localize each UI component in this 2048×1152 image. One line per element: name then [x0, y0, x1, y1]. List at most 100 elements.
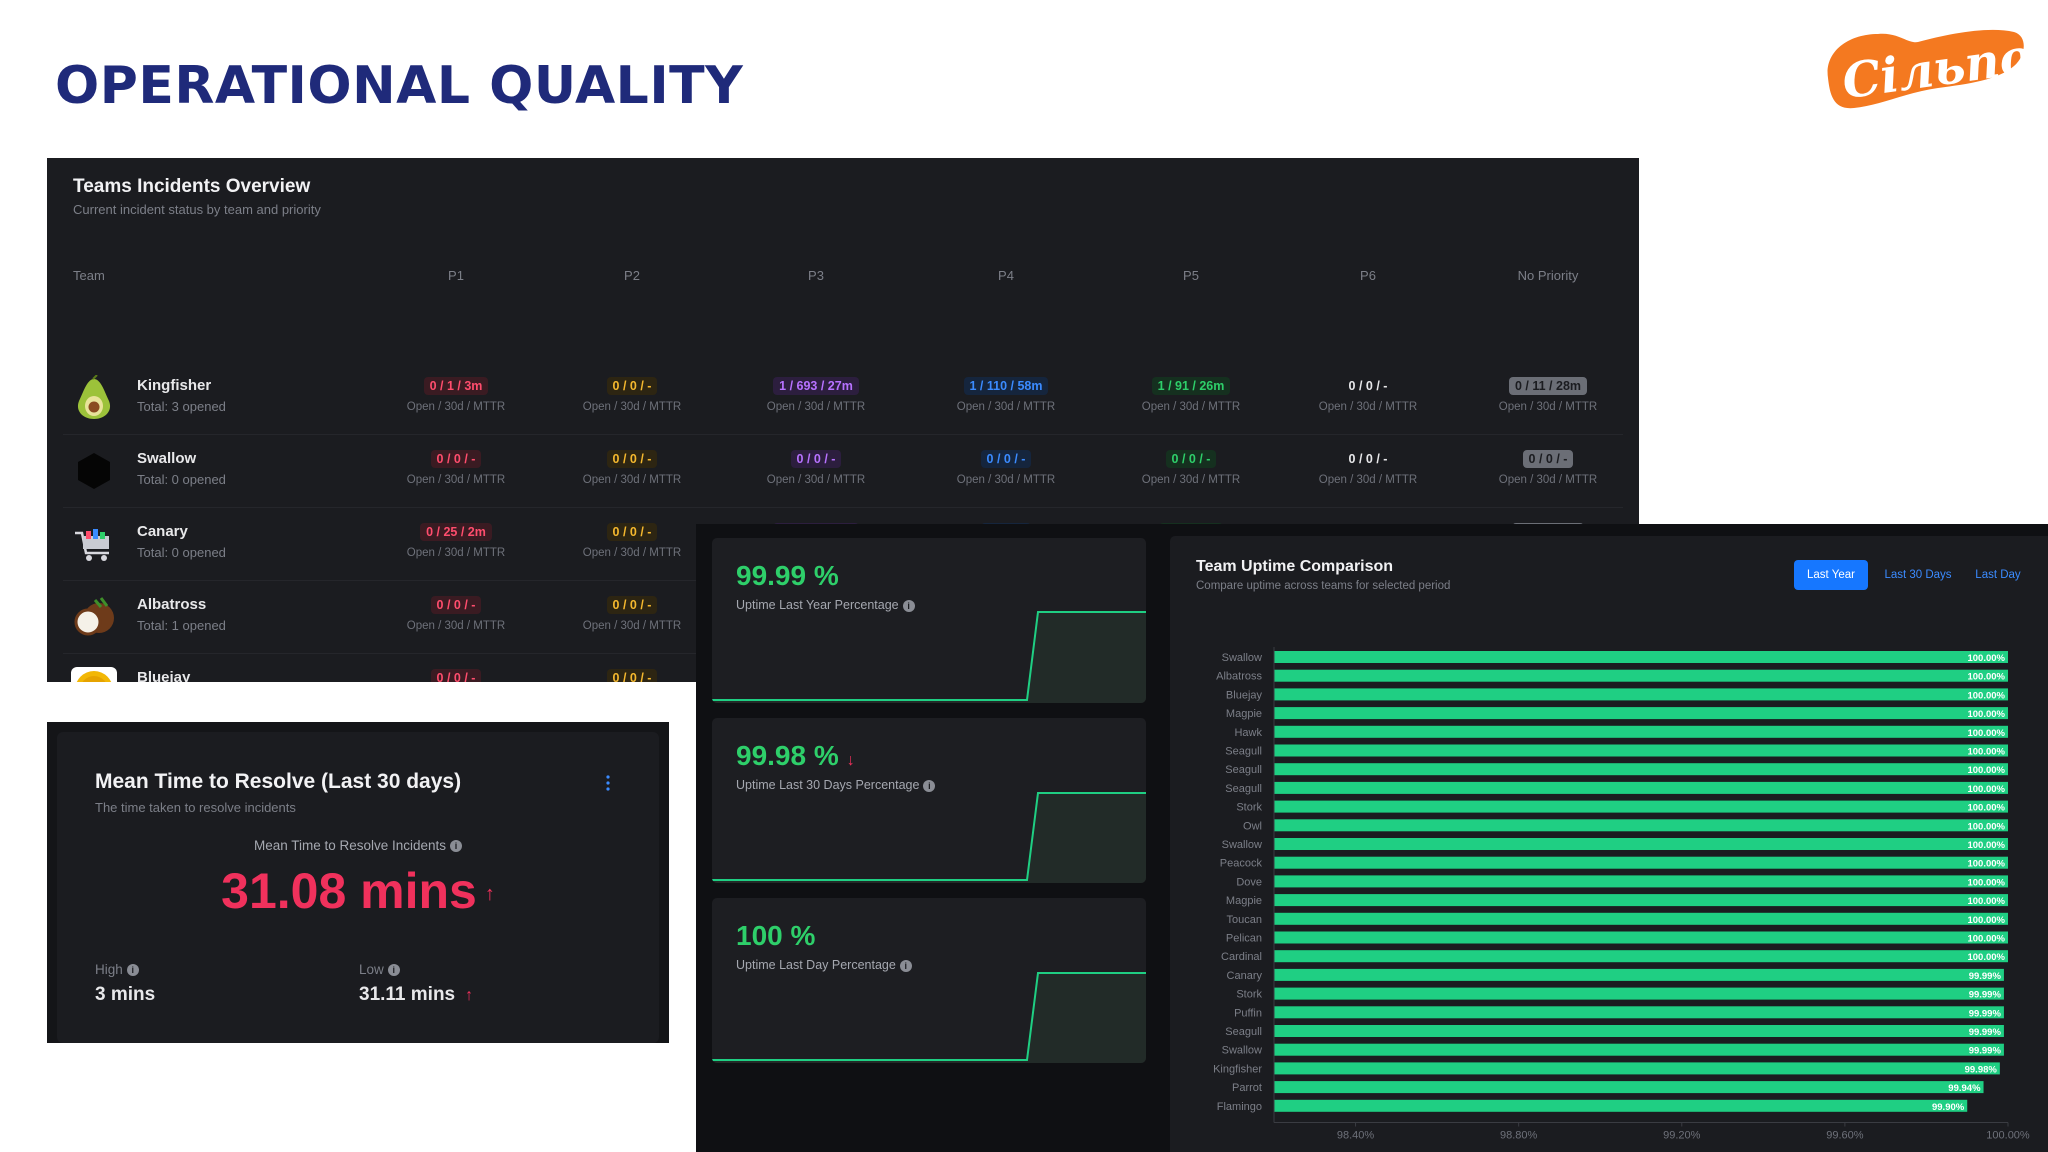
info-icon[interactable]: i: [126, 964, 139, 977]
x-tick-label: 98.80%: [1500, 1130, 1538, 1142]
priority-cell-p5[interactable]: 1 / 91 / 26m Open / 30d / MTTR: [1116, 375, 1266, 413]
x-tick-label: 99.60%: [1826, 1130, 1864, 1142]
priority-cell-p2[interactable]: 0 / 0 / -Open / 30d / MTTR: [557, 594, 707, 632]
team-total: Total: 0 opened: [137, 545, 226, 560]
x-tick-label: 100.00%: [1986, 1130, 2030, 1142]
category-label: Dove: [1236, 876, 1262, 888]
category-label: Kingfisher: [1213, 1063, 1262, 1075]
bar-value-label: 100.00%: [1967, 859, 2005, 870]
comparison-title: Team Uptime Comparison: [1196, 558, 1394, 575]
mttr-label-row: Mean Time to Resolve Incidents i: [57, 838, 659, 853]
priority-cell-p6[interactable]: 0 / 0 / - Open / 30d / MTTR: [1293, 448, 1443, 486]
uptime-30days-label-row: Uptime Last 30 Days Percentage i: [736, 778, 936, 792]
bar-value-label: 99.99%: [1969, 1008, 2002, 1019]
x-tick-label: 98.40%: [1337, 1130, 1375, 1142]
info-icon[interactable]: i: [450, 840, 463, 853]
category-label: Swallow: [1222, 652, 1262, 664]
category-label: Flamingo: [1217, 1101, 1262, 1113]
comparison-subtitle: Compare uptime across teams for selected…: [1196, 580, 1451, 592]
team-name: Swallow: [137, 450, 197, 467]
tab-last-year[interactable]: Last Year: [1794, 560, 1868, 590]
uptime-bar: [1274, 1006, 2004, 1019]
team-row-kingfisher[interactable]: Kingfisher Total: 3 opened 0 / 1 / 3m Open …: [63, 360, 1623, 435]
incident-counts: 0 / 0 / -: [1522, 450, 1574, 468]
high-label: High: [95, 962, 123, 977]
uptime-bar: [1274, 875, 2008, 888]
category-label: Seagull: [1225, 746, 1262, 758]
bar-value-label: 100.00%: [1967, 653, 2005, 664]
uptime-bar: [1274, 688, 2008, 701]
mttr-value: 31.08 mins: [221, 863, 477, 919]
mttr-subtitle: The time taken to resolve incidents: [95, 800, 296, 815]
uptime-day-label-row: Uptime Last Day Percentage i: [736, 958, 912, 972]
cell-caption: Open / 30d / MTTR: [406, 620, 506, 632]
priority-cell-p5[interactable]: 0 / 0 / - Open / 30d / MTTR: [1116, 448, 1266, 486]
category-label: Peacock: [1220, 858, 1263, 870]
uptime-bar: [1274, 950, 2008, 963]
category-label: Bluejay: [1226, 689, 1263, 701]
uptime-card-year: 99.99 % Uptime Last Year Percentage i: [712, 538, 1146, 703]
kebab-menu-icon[interactable]: [605, 774, 611, 792]
priority-cell-p2[interactable]: 0 / 0 / -Open / 30d / MTTR: [557, 448, 707, 486]
uptime-30days-value: 99.98 %: [736, 740, 839, 771]
team-total: Total: 3 opened: [137, 399, 226, 414]
uptime-sparkline: [712, 792, 1146, 883]
incident-counts: 1 / 693 / 27m: [773, 377, 859, 395]
uptime-bar: [1274, 968, 2004, 981]
cell-caption: Open / 30d / MTTR: [1498, 401, 1598, 413]
priority-cell-p2[interactable]: 0 / 0 / -Open / 30d / MTTR: [557, 667, 707, 682]
info-icon[interactable]: i: [899, 959, 912, 972]
info-icon[interactable]: i: [923, 779, 936, 792]
uptime-bar: [1274, 1099, 1968, 1112]
info-icon[interactable]: i: [387, 964, 400, 977]
incident-counts: 0 / 0 / -: [430, 596, 482, 614]
mttr-card: Mean Time to Resolve (Last 30 days) The …: [57, 732, 659, 1043]
bar-value-label: 100.00%: [1967, 952, 2005, 963]
tab-last-30-days[interactable]: Last 30 Days: [1884, 569, 1952, 581]
category-label: Cardinal: [1221, 951, 1262, 963]
priority-cell-p1[interactable]: 0 / 0 / -Open / 30d / MTTR: [381, 667, 531, 682]
uptime-bar: [1274, 781, 2008, 794]
page-title: OPERATIONAL QUALITY: [55, 56, 744, 116]
cell-caption: Open / 30d / MTTR: [582, 547, 682, 559]
black-hexagon-icon: [71, 448, 117, 494]
incident-counts: 0 / 0 / -: [980, 450, 1032, 468]
avocado-icon: [71, 374, 117, 421]
category-label: Swallow: [1222, 839, 1262, 851]
priority-cell-p1[interactable]: 0 / 0 / - Open / 30d / MTTR: [381, 594, 531, 632]
arrow-up-icon: ↑: [465, 987, 474, 1004]
priority-cell-p6[interactable]: 0 / 0 / - Open / 30d / MTTR: [1293, 375, 1443, 413]
uptime-year-label: Uptime Last Year Percentage: [736, 598, 899, 612]
priority-cell-no-priority[interactable]: 0 / 0 / - Open / 30d / MTTR: [1473, 448, 1623, 486]
team-uptime-comparison-panel: Swallow 100.00% Albatross 100.00% Bluejay 100…: [1170, 536, 2048, 1152]
priority-cell-p2[interactable]: 0 / 0 / -Open / 30d / MTTR: [557, 521, 707, 559]
priority-cell-no-priority[interactable]: 0 / 11 / 28m Open / 30d / MTTR: [1473, 375, 1623, 413]
team-row-swallow[interactable]: Swallow Total: 0 opened 0 / 0 / - Open / 30…: [63, 433, 1623, 508]
category-label: Seagull: [1225, 764, 1262, 776]
incident-counts: 0 / 0 / -: [1348, 452, 1388, 466]
priority-cell-p3[interactable]: 0 / 0 / - Open / 30d / MTTR: [741, 448, 891, 486]
info-icon[interactable]: i: [902, 599, 915, 612]
category-label: Toucan: [1227, 914, 1262, 926]
priority-cell-p2[interactable]: 0 / 0 / -Open / 30d / MTTR: [557, 375, 707, 413]
priority-cell-p1[interactable]: 0 / 0 / -Open / 30d / MTTR: [381, 448, 531, 486]
priority-cell-p4[interactable]: 0 / 0 / - Open / 30d / MTTR: [931, 448, 1081, 486]
incident-counts: 1 / 110 / 58m: [963, 377, 1049, 395]
priority-cell-p1[interactable]: 0 / 25 / 2m Open / 30d / MTTR: [381, 521, 531, 559]
priority-cell-p3[interactable]: 1 / 693 / 27m Open / 30d / MTTR: [741, 375, 891, 413]
team-name: Bluejay: [137, 669, 191, 682]
uptime-comparison-chart: Swallow 100.00% Albatross 100.00% Bluejay 100…: [1213, 647, 2030, 1142]
priority-cell-p4[interactable]: 1 / 110 / 58m Open / 30d / MTTR: [931, 375, 1081, 413]
bar-value-label: 99.99%: [1969, 1027, 2002, 1038]
uptime-bar: [1274, 669, 2008, 682]
uptime-bar: [1274, 800, 2008, 813]
incident-counts: 0 / 25 / 2m: [420, 523, 492, 541]
cell-caption: Open / 30d / MTTR: [766, 474, 866, 486]
bar-value-label: 100.00%: [1967, 934, 2005, 945]
uptime-card-30days: 99.98 % ↓ Uptime Last 30 Days Percentage i: [712, 718, 1146, 883]
tab-last-day[interactable]: Last Day: [1975, 569, 2021, 581]
mttr-panel-frame: Mean Time to Resolve (Last 30 days) The …: [47, 722, 669, 1043]
priority-cell-p1[interactable]: 0 / 1 / 3m Open / 30d / MTTR: [381, 375, 531, 413]
incident-counts: 0 / 0 / -: [790, 450, 842, 468]
